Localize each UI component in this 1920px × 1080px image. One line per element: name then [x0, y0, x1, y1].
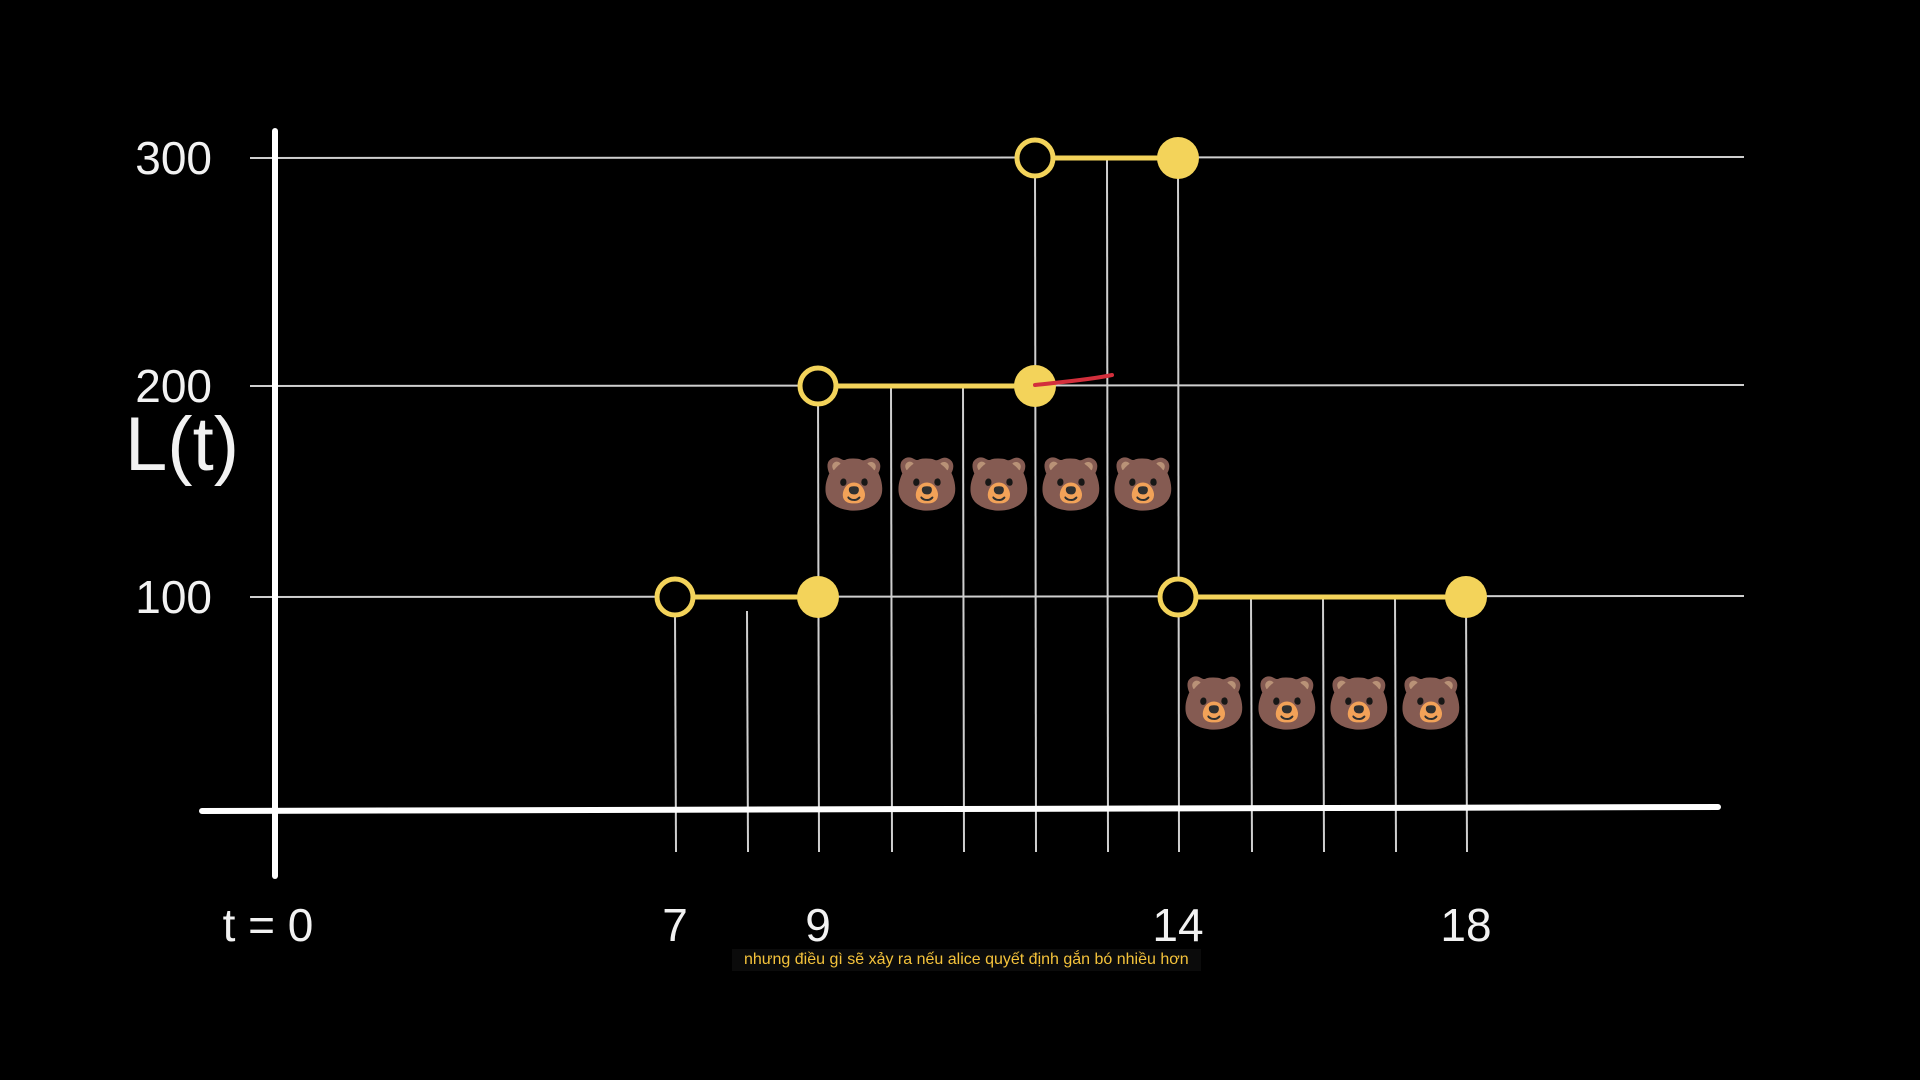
- filled-marker-5: [1157, 137, 1199, 179]
- open-marker-6: [1157, 576, 1199, 618]
- smile-emoji-0-0: 😀: [684, 674, 738, 734]
- smile-emoji-0-4: 😀: [972, 674, 1026, 734]
- vertical-line-x-18: [1465, 596, 1468, 853]
- smile-emoji-2-1: 😀: [1116, 243, 1170, 303]
- smile-emoji-0-2: 😀: [827, 674, 881, 734]
- vertical-line-x-10: [890, 385, 893, 853]
- marker-layer: [654, 137, 1487, 618]
- vertical-line-x-11: [962, 385, 965, 853]
- smile-emoji-0-5: 😀: [1044, 674, 1098, 734]
- vertical-line-x-12: [1034, 157, 1037, 853]
- red-annotation-stroke: [1033, 373, 1114, 387]
- bear-emoji-0-7: 🐻: [1182, 672, 1247, 734]
- bear-emoji-0-10: 🐻: [1399, 672, 1464, 734]
- bear-emoji-0-8: 🐻: [1255, 672, 1320, 734]
- vertical-line-x-15: [1250, 596, 1253, 853]
- bear-emoji-1-3: 🐻: [1039, 453, 1104, 515]
- y-tick-label-200: 200: [135, 360, 212, 412]
- open-marker-0: [654, 576, 696, 618]
- vertical-line-x-9: [817, 385, 820, 853]
- gridline-y-100: [249, 595, 1745, 598]
- filled-marker-1: [797, 576, 839, 618]
- emoji-layer: 😀 😀 😀 😀 😀 😀 😀 🐻 🐻 🐻 🐻🐻 🐻 🐻 🐻 🐻😀 😀: [684, 243, 1463, 734]
- filled-marker-7: [1445, 576, 1487, 618]
- grid-layer: [249, 156, 1745, 598]
- bear-emoji-1-1: 🐻: [895, 453, 960, 515]
- vertical-line-x-8: [746, 610, 749, 853]
- x-tick-label-14: 14: [1152, 899, 1203, 951]
- subtitle-caption: nhưng điều gì sẽ xảy ra nếu alice quyết …: [732, 949, 1201, 971]
- vertical-line-x-14: [1177, 157, 1180, 853]
- bear-emoji-0-9: 🐻: [1327, 672, 1392, 734]
- open-marker-2: [797, 365, 839, 407]
- smile-emoji-0-6: 😀: [1116, 674, 1170, 734]
- bear-emoji-1-2: 🐻: [967, 453, 1032, 515]
- open-marker-4: [1014, 137, 1056, 179]
- annotation-layer: [1033, 373, 1114, 387]
- y-axis-label: L(t): [125, 402, 239, 487]
- y-tick-label-100: 100: [135, 571, 212, 623]
- smile-emoji-0-1: 😀: [756, 674, 810, 734]
- bear-emoji-1-4: 🐻: [1111, 453, 1176, 515]
- x-tick-label-9: 9: [805, 899, 831, 951]
- vertical-line-x-16: [1322, 596, 1325, 853]
- x-tick-label-7: 7: [662, 899, 688, 951]
- gridline-y-300: [249, 156, 1745, 159]
- vertical-line-x-13: [1106, 157, 1109, 853]
- label-layer: L(t) 100 200 300 t = 0 7 9 14 18: [125, 132, 1492, 951]
- x-tick-label-18: 18: [1440, 899, 1491, 951]
- smile-emoji-2-0: 😀: [1044, 243, 1098, 303]
- smile-emoji-0-3: 😀: [900, 674, 954, 734]
- y-tick-label-300: 300: [135, 132, 212, 184]
- x-axis: [199, 804, 1721, 814]
- x-tick-label-0: t = 0: [223, 899, 314, 951]
- series-layer: [672, 155, 1469, 600]
- bear-emoji-1-0: 🐻: [822, 453, 887, 515]
- vertical-line-x-7: [674, 610, 677, 853]
- vertical-line-x-17: [1394, 596, 1397, 853]
- axis-layer: [199, 128, 1721, 879]
